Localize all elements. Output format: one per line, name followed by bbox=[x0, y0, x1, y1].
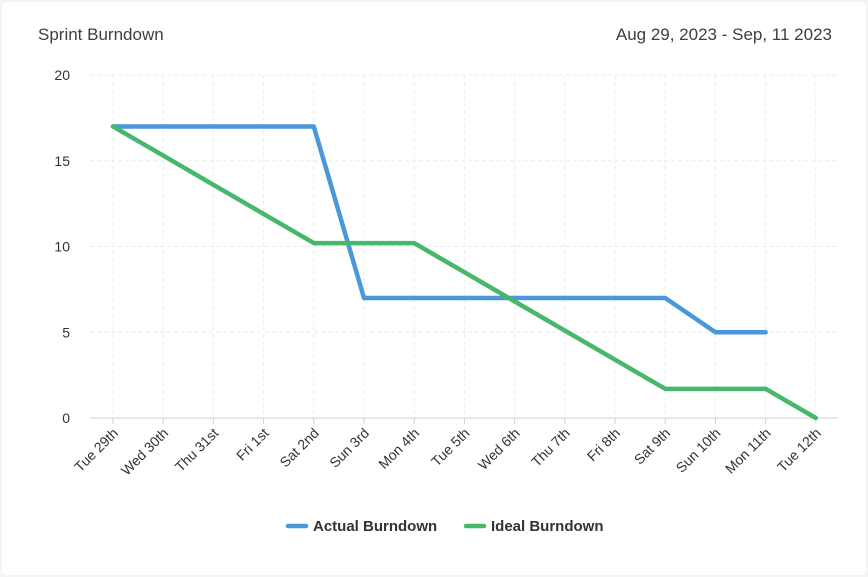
x-tick-label: Sun 3rd bbox=[326, 425, 372, 471]
x-tick-label: Tue 29th bbox=[71, 425, 121, 475]
x-tick-label: Sat 2nd bbox=[276, 425, 321, 470]
x-tick-label: Mon 4th bbox=[375, 425, 422, 472]
x-tick-label: Thu 7th bbox=[528, 425, 573, 470]
x-tick-label: Sun 10th bbox=[673, 425, 724, 476]
chart-grid bbox=[90, 74, 838, 418]
y-tick-label: 15 bbox=[54, 153, 70, 169]
x-tick-label: Wed 30th bbox=[118, 425, 172, 479]
chart-legend: Actual Burndown Ideal Burndown bbox=[285, 518, 604, 535]
y-tick-label: 5 bbox=[62, 324, 70, 340]
x-tick-label: Fri 1st bbox=[233, 425, 272, 464]
x-tick-label: Tue 5th bbox=[428, 425, 473, 470]
x-tick-label: Fri 8th bbox=[584, 425, 623, 464]
y-axis: 0 5 10 15 20 bbox=[54, 67, 70, 426]
x-tick-label: Tue 12th bbox=[774, 425, 824, 475]
chart-series bbox=[110, 124, 819, 421]
x-tick-label: Wed 6th bbox=[475, 425, 523, 473]
x-tick-label: Thu 31st bbox=[172, 425, 222, 475]
legend-actual-label: Actual Burndown bbox=[313, 518, 437, 535]
y-tick-label: 10 bbox=[54, 239, 70, 255]
y-tick-label: 20 bbox=[54, 67, 70, 83]
chart-title: Sprint Burndown bbox=[38, 25, 164, 44]
legend-ideal-label: Ideal Burndown bbox=[491, 518, 604, 535]
date-range: Aug 29, 2023 - Sep, 11 2023 bbox=[615, 25, 832, 44]
x-tick-label: Mon 11th bbox=[722, 425, 774, 477]
y-tick-label: 0 bbox=[62, 410, 70, 426]
ideal-burndown-line bbox=[110, 124, 819, 421]
x-tick-label: Sat 9th bbox=[631, 425, 674, 468]
actual-burndown-line bbox=[110, 124, 768, 335]
